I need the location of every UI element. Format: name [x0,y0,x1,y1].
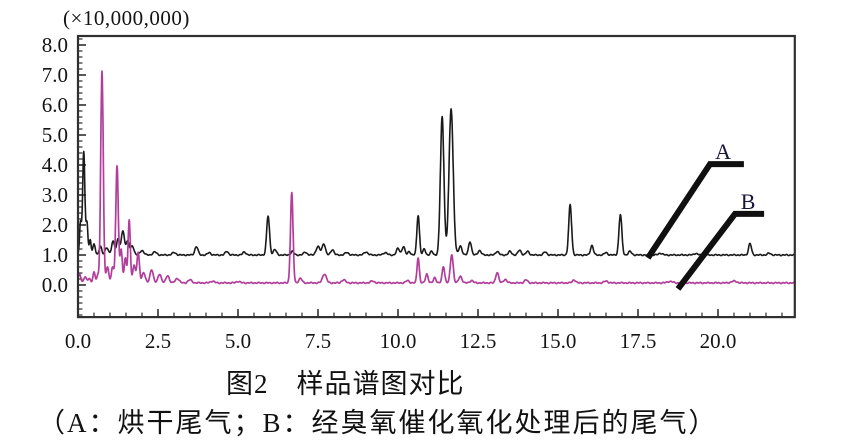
y-tick-label: 4.0 [42,153,68,177]
y-tick-label: 8.0 [42,33,68,57]
annotation-label-A: A [715,139,731,164]
y-tick-label: 0.0 [42,273,68,297]
figure-caption-legend: （A：烘干尾气；B：经臭氧催化氧化处理后的尾气） [38,408,718,438]
annotation-label-B: B [741,189,756,214]
figure-caption-title: 图2 样品谱图对比 [226,369,465,399]
callout-line-A [645,161,744,260]
plot-frame [76,34,796,319]
y-axis-scale-label: (×10,000,000) [63,6,190,30]
x-tick-label: 12.5 [460,329,497,353]
x-tick-label: 0.0 [65,329,91,353]
x-tick-label: 5.0 [225,329,251,353]
y-tick-label: 2.0 [42,213,68,237]
y-tick-label: 3.0 [42,183,68,207]
x-tick-label: 7.5 [305,329,331,353]
callout-line-B [675,210,765,291]
x-tick-label: 10.0 [380,329,417,353]
y-tick-label: 6.0 [42,93,68,117]
x-tick-label: 15.0 [540,329,577,353]
y-tick-label: 1.0 [42,243,68,267]
y-tick-label: 7.0 [42,63,68,87]
y-tick-label: 5.0 [42,123,68,147]
trace-B [78,70,795,285]
x-tick-label: 17.5 [620,329,657,353]
x-tick-label: 20.0 [700,329,737,353]
trace-A [78,108,795,257]
x-tick-label: 2.5 [145,329,171,353]
